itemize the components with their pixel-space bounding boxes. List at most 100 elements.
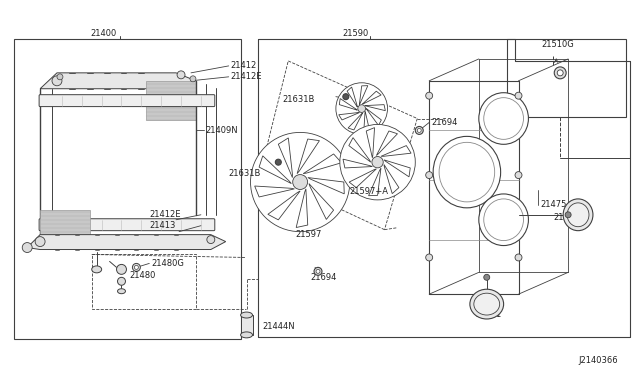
Bar: [241, 315, 253, 335]
Text: J2140366: J2140366: [578, 356, 618, 365]
Circle shape: [515, 171, 522, 179]
Polygon shape: [384, 164, 399, 194]
Text: 21480G: 21480G: [151, 259, 184, 268]
Ellipse shape: [484, 199, 524, 241]
Polygon shape: [349, 138, 371, 162]
Circle shape: [557, 70, 563, 76]
Circle shape: [190, 76, 196, 82]
Circle shape: [515, 254, 522, 261]
Circle shape: [57, 74, 63, 80]
Circle shape: [292, 174, 308, 189]
Text: 21409N: 21409N: [206, 126, 239, 135]
Ellipse shape: [567, 203, 589, 227]
FancyBboxPatch shape: [39, 219, 215, 231]
Text: 21412E: 21412E: [230, 72, 262, 81]
Bar: [40, 210, 90, 240]
Polygon shape: [309, 183, 333, 219]
Polygon shape: [278, 138, 292, 177]
Circle shape: [35, 237, 45, 247]
Polygon shape: [339, 99, 357, 110]
Text: 21694: 21694: [431, 118, 458, 127]
Text: 21412: 21412: [230, 61, 257, 70]
Polygon shape: [362, 91, 381, 104]
Text: 21694: 21694: [310, 273, 337, 282]
Circle shape: [417, 128, 421, 132]
Polygon shape: [365, 105, 385, 110]
Ellipse shape: [479, 93, 529, 144]
Ellipse shape: [563, 199, 593, 231]
Ellipse shape: [118, 289, 125, 294]
Circle shape: [116, 264, 127, 274]
Circle shape: [314, 267, 322, 275]
Circle shape: [340, 125, 415, 200]
Circle shape: [358, 105, 365, 112]
Polygon shape: [348, 113, 362, 130]
Circle shape: [565, 212, 571, 218]
Circle shape: [372, 157, 383, 168]
Text: 21591: 21591: [553, 213, 579, 222]
Polygon shape: [303, 154, 342, 174]
Polygon shape: [384, 160, 410, 177]
FancyBboxPatch shape: [39, 95, 215, 107]
Circle shape: [207, 235, 215, 244]
Circle shape: [554, 67, 566, 79]
Ellipse shape: [484, 98, 524, 140]
Text: 21413: 21413: [149, 221, 175, 230]
Text: 21510G: 21510G: [541, 39, 574, 49]
Circle shape: [336, 83, 387, 134]
Circle shape: [415, 126, 423, 134]
Text: 21591: 21591: [476, 310, 502, 318]
Circle shape: [132, 263, 140, 271]
Bar: [14, 39, 241, 339]
Text: 21475: 21475: [540, 201, 566, 209]
Text: 21480: 21480: [129, 271, 156, 280]
Circle shape: [22, 243, 32, 253]
Polygon shape: [40, 73, 196, 89]
Bar: [92, 254, 196, 309]
Text: 21631B: 21631B: [283, 95, 315, 104]
Text: 21631B: 21631B: [228, 169, 260, 177]
Circle shape: [177, 71, 185, 79]
Circle shape: [343, 94, 349, 100]
Polygon shape: [296, 189, 308, 228]
Polygon shape: [381, 145, 411, 156]
Bar: [147, 81, 196, 121]
Text: 21444N: 21444N: [262, 323, 295, 331]
Ellipse shape: [479, 194, 529, 246]
Polygon shape: [297, 139, 319, 174]
Ellipse shape: [241, 312, 253, 318]
Circle shape: [250, 132, 350, 232]
Polygon shape: [28, 235, 226, 250]
Circle shape: [275, 159, 282, 165]
Polygon shape: [366, 128, 374, 158]
Polygon shape: [268, 191, 300, 220]
Ellipse shape: [92, 266, 102, 273]
Text: 21597: 21597: [295, 230, 321, 239]
Circle shape: [118, 277, 125, 285]
Circle shape: [484, 274, 490, 280]
Text: 21597+A: 21597+A: [350, 187, 388, 196]
Polygon shape: [343, 159, 372, 168]
Ellipse shape: [439, 142, 495, 202]
FancyArrowPatch shape: [554, 59, 558, 62]
Ellipse shape: [470, 289, 504, 319]
Polygon shape: [369, 168, 381, 196]
Ellipse shape: [241, 332, 253, 338]
Polygon shape: [259, 156, 291, 183]
Circle shape: [426, 171, 433, 179]
Text: 21400: 21400: [90, 29, 116, 38]
Bar: [507, 39, 626, 116]
Circle shape: [515, 92, 522, 99]
Circle shape: [52, 76, 62, 86]
Polygon shape: [360, 86, 368, 105]
Text: 21590: 21590: [342, 29, 369, 38]
Ellipse shape: [433, 137, 500, 208]
Circle shape: [316, 269, 320, 273]
Ellipse shape: [474, 293, 500, 315]
Circle shape: [426, 254, 433, 261]
Circle shape: [426, 92, 433, 99]
Polygon shape: [349, 169, 376, 187]
Polygon shape: [308, 177, 344, 194]
Polygon shape: [347, 87, 357, 107]
Polygon shape: [376, 131, 397, 155]
